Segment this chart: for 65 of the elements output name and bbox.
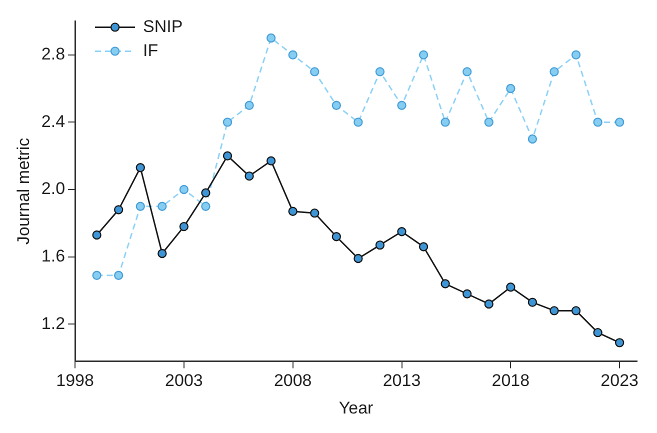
- point: [593, 328, 602, 338]
- point: [136, 202, 145, 211]
- point: [484, 299, 494, 309]
- point: [332, 232, 342, 242]
- x-tick-label: 2003: [165, 371, 203, 390]
- point: [506, 84, 516, 94]
- point: [484, 118, 494, 127]
- point: [571, 50, 581, 60]
- point: [158, 202, 167, 211]
- point: [440, 279, 450, 288]
- point: [614, 118, 624, 127]
- point: [310, 208, 320, 218]
- point: [310, 67, 320, 76]
- y-tick-label: 1.6: [41, 246, 66, 266]
- point: [375, 67, 385, 76]
- point: [462, 67, 472, 76]
- point: [397, 100, 406, 110]
- point: [244, 171, 254, 181]
- point: [593, 118, 602, 127]
- point: [288, 50, 298, 60]
- legend-label: IF: [143, 40, 158, 60]
- point: [354, 254, 363, 264]
- point: [550, 67, 559, 76]
- y-tick-label: 2.8: [41, 44, 66, 64]
- point: [201, 202, 210, 211]
- point: [550, 306, 559, 316]
- point: [222, 118, 232, 127]
- point: [136, 163, 145, 172]
- point: [354, 118, 363, 127]
- point: [528, 298, 538, 307]
- point: [571, 306, 581, 316]
- point: [114, 205, 124, 214]
- point: [462, 289, 472, 298]
- point: [201, 188, 210, 198]
- y-tick-label: 1.2: [41, 314, 66, 333]
- point: [528, 134, 538, 144]
- x-tick-label: 2023: [600, 371, 638, 390]
- point: [506, 282, 516, 292]
- point: [92, 270, 102, 280]
- legend-label: SNIP: [143, 16, 183, 36]
- point: [92, 230, 102, 240]
- point: [418, 50, 428, 60]
- point: [397, 226, 406, 236]
- point: [266, 33, 276, 43]
- point: [179, 222, 189, 232]
- point: [288, 206, 298, 216]
- x-tick-label: 1998: [56, 371, 94, 390]
- y-axis-title: Journal metric: [14, 137, 33, 245]
- point: [158, 248, 167, 258]
- point: [332, 100, 342, 110]
- point: [375, 240, 385, 250]
- x-tick-label: 2008: [274, 371, 312, 390]
- point: [244, 100, 254, 110]
- x-tick-label: 2013: [382, 371, 421, 390]
- point: [266, 156, 276, 166]
- y-tick-label: 2.4: [41, 112, 66, 131]
- point: [614, 338, 624, 348]
- point: [222, 151, 232, 160]
- point: [179, 184, 189, 194]
- x-axis-title: Year: [338, 398, 374, 418]
- y-tick-label: 2.0: [41, 179, 66, 198]
- point: [418, 242, 428, 252]
- point: [114, 270, 124, 280]
- point: [440, 118, 450, 127]
- x-tick-label: 2018: [492, 371, 530, 390]
